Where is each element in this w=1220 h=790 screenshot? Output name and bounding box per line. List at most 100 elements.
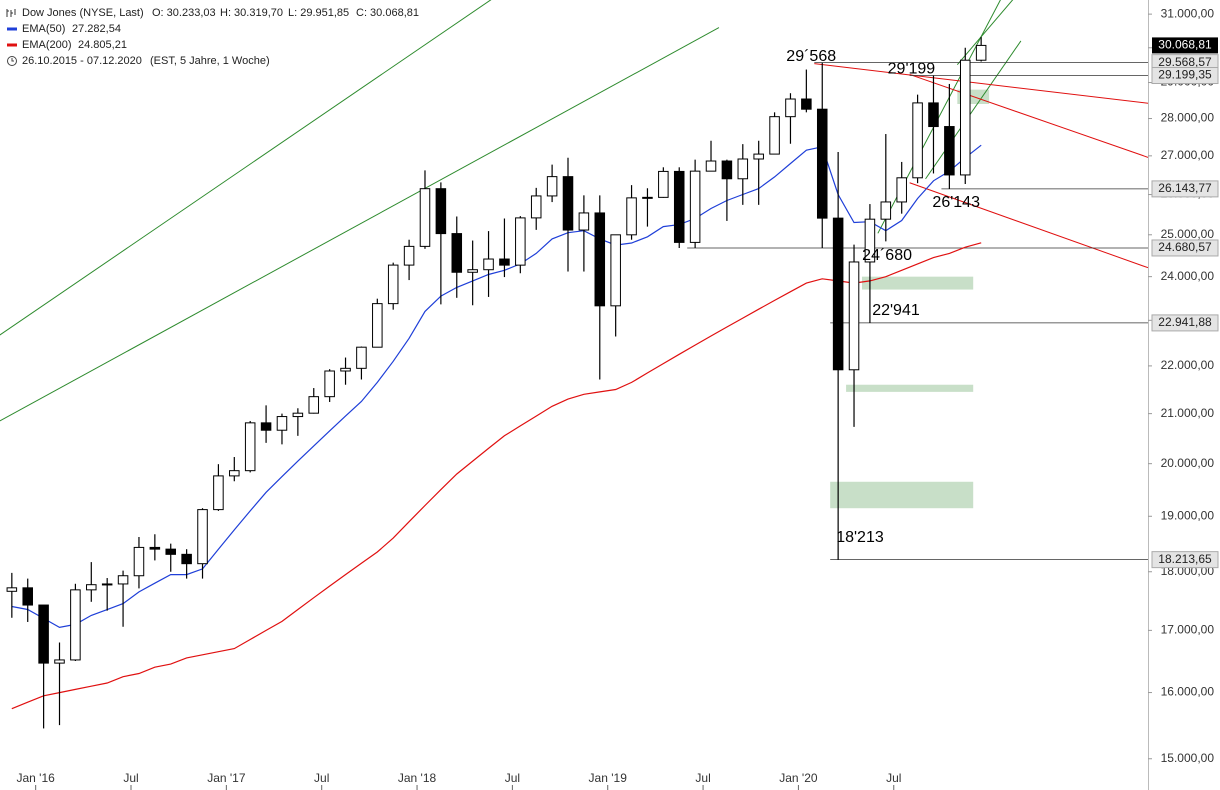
candle-body: [54, 659, 65, 664]
candle-body: [213, 475, 224, 511]
header: Dow Jones (NYSE, Last) O: 30.233,03 H: 3…: [6, 7, 419, 67]
x-tick-label: Jan '16: [17, 771, 56, 785]
candle-body: [832, 217, 844, 371]
y-tick-label: 20.000,00: [1161, 456, 1215, 470]
clock-icon: [7, 56, 17, 66]
trend-line: [909, 182, 1148, 269]
legend-label: EMA(200): [22, 39, 72, 51]
candle-body: [308, 396, 320, 414]
x-tick-label: Jul: [505, 771, 520, 785]
y-tick-label: 24.000,00: [1161, 269, 1215, 283]
candle-body: [959, 59, 971, 176]
candle-body: [928, 102, 939, 128]
candle-body: [70, 589, 81, 661]
price-label: 18.213,65: [1158, 552, 1212, 566]
trend-line: [925, 40, 1022, 180]
candle-body: [753, 153, 764, 160]
candle-body: [673, 170, 685, 243]
candle-body: [86, 584, 97, 591]
price-label-box: [1151, 239, 1219, 257]
candle-body: [483, 258, 494, 271]
last-price-label: 30.068,81: [1158, 38, 1212, 52]
candle-body: [260, 422, 272, 431]
candle-body: [197, 509, 208, 565]
level-label: 22'941: [872, 302, 920, 319]
x-tick-label: Jan '18: [398, 771, 437, 785]
candle-body: [6, 587, 18, 592]
candle-body: [578, 212, 590, 231]
candle-body: [689, 170, 701, 243]
candle-body: [530, 195, 542, 219]
candle-body: [403, 245, 415, 266]
ohlc-high: H: 30.319,70: [220, 7, 283, 19]
y-tick-label: 25.000,00: [1161, 227, 1215, 241]
candle-body: [848, 261, 860, 371]
candle-body: [372, 303, 383, 348]
candle-body: [181, 553, 192, 565]
candle-body: [133, 546, 145, 577]
level-label: 26'143: [932, 194, 980, 211]
candle-body: [864, 218, 876, 263]
price-label-box: [1151, 551, 1219, 569]
x-tick-label: Jul: [695, 771, 710, 785]
y-tick-label: 19.000,00: [1161, 508, 1215, 522]
x-tick-label: Jul: [314, 771, 329, 785]
candle-body: [594, 212, 606, 307]
ohlc-low: L: 29.951,85: [288, 7, 349, 19]
trend-line: [956, 0, 1014, 65]
price-label: 29.199,35: [1158, 68, 1212, 82]
candle-body: [562, 176, 574, 231]
y-tick-label: 16.000,00: [1161, 685, 1215, 699]
level-label: 29'199: [888, 61, 936, 78]
gap-zone: [861, 276, 974, 290]
y-tick-label: 27.000,00: [1161, 148, 1215, 162]
price-label-box: [1151, 314, 1219, 332]
chart-icon: [6, 9, 16, 17]
clock-icon: [11, 58, 14, 62]
candle-body: [944, 126, 955, 176]
y-tick-label: 17.000,00: [1161, 623, 1215, 637]
candle-body: [451, 233, 463, 273]
level-label: 29´568: [786, 48, 836, 65]
candle-body: [515, 217, 526, 266]
candle-body: [769, 116, 780, 155]
x-tick-label: Jul: [123, 771, 138, 785]
candle-body: [626, 197, 637, 236]
legend-value: 24.805,21: [78, 39, 127, 51]
trend-line: [0, 27, 720, 422]
candle-body: [801, 98, 812, 110]
x-tick-label: Jan '17: [207, 771, 246, 785]
candle-body: [165, 548, 177, 555]
candle-body: [101, 583, 113, 586]
ohlc-open: O: 30.233,03: [152, 7, 216, 19]
candle-body: [38, 604, 49, 664]
candle-body: [737, 158, 749, 180]
y-tick-label: 15.000,00: [1161, 751, 1215, 765]
axes: 15.000,0016.000,0017.000,0018.000,0019.0…: [17, 6, 1219, 790]
candle-body: [546, 176, 558, 197]
candle-body: [880, 201, 892, 220]
trend-line: [814, 63, 1148, 104]
candle-body: [22, 587, 33, 606]
candle-body: [435, 188, 447, 235]
price-label: 24.680,57: [1158, 240, 1212, 254]
plot-area: [0, 0, 1148, 729]
candle-body: [419, 188, 431, 247]
instrument: Dow Jones (NYSE, Last): [22, 7, 144, 19]
gap-zone: [846, 384, 974, 392]
candle-body: [705, 160, 717, 172]
price-label-box: [1151, 67, 1219, 85]
ohlc-close: C: 30.068,81: [356, 7, 419, 19]
candle-body: [356, 346, 367, 369]
price-label: 29.568,57: [1158, 55, 1212, 69]
gap-zone: [830, 481, 974, 509]
candle-body: [324, 370, 335, 398]
candle-body: [467, 269, 478, 273]
last-price-box: [1152, 37, 1218, 54]
y-tick-label: 22.000,00: [1161, 358, 1215, 372]
candle-body: [149, 546, 161, 550]
price-label: 26.143,77: [1158, 181, 1212, 195]
x-tick-label: Jul: [886, 771, 901, 785]
